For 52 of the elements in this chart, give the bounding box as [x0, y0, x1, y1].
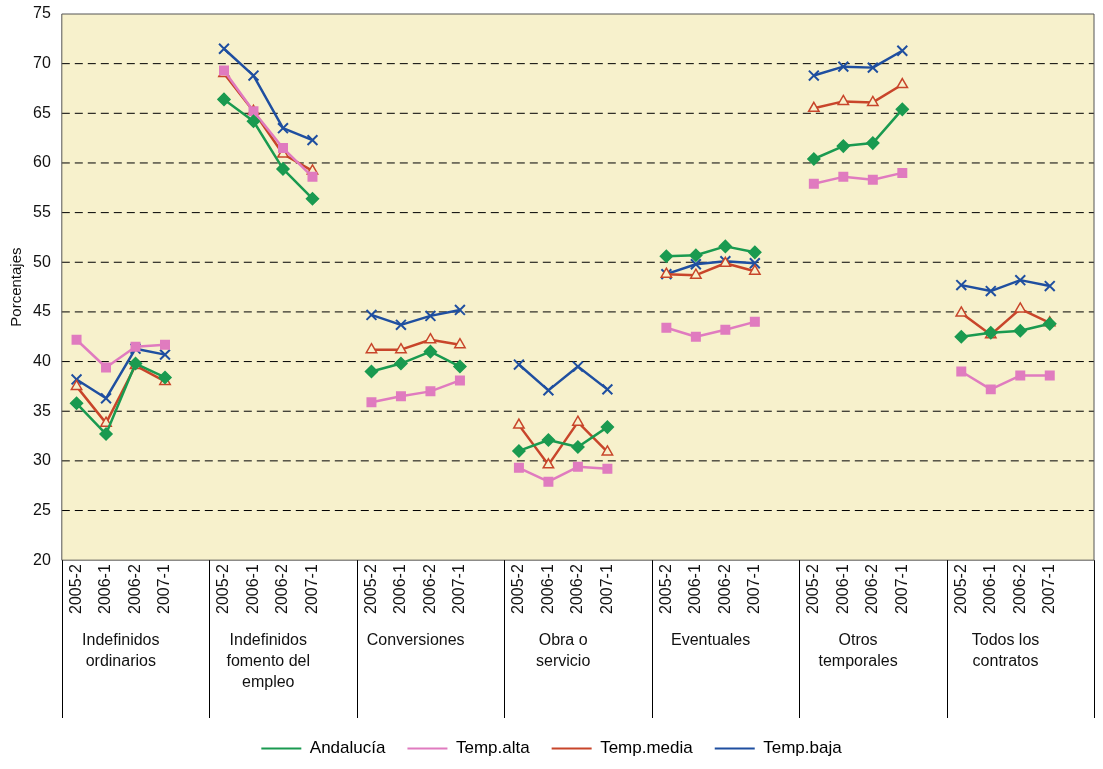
- y-tick-label: 45: [33, 302, 51, 320]
- y-tick-label: 30: [33, 451, 51, 469]
- x-tick-label: 2005-2: [656, 564, 674, 615]
- legend-label: Andalucía: [309, 738, 386, 758]
- legend-label: Temp.media: [600, 738, 694, 758]
- y-tick-label: 65: [33, 103, 51, 121]
- x-tick-label: 2005-2: [66, 564, 84, 615]
- text: Indefinidos ordinarios: [82, 630, 160, 669]
- text: Obra o servicio: [536, 630, 591, 669]
- x-tick-label: 2006-1: [686, 564, 704, 615]
- text: Todos los contratos: [971, 630, 1040, 669]
- x-tick-label: 2006-1: [538, 564, 556, 615]
- x-tick-label: 2007-1: [450, 564, 468, 615]
- y-tick-label: 20: [33, 550, 51, 568]
- x-tick-label: 2007-1: [155, 564, 173, 615]
- x-tick-label: 2006-2: [715, 564, 733, 615]
- y-tick-label: 40: [33, 351, 51, 369]
- x-tick-label: 2007-1: [745, 564, 763, 615]
- x-tick-label: 2006-2: [568, 564, 586, 615]
- text: Otros temporales: [818, 630, 898, 669]
- legend-label: Temp.alta: [455, 738, 531, 758]
- y-tick-label: 25: [33, 500, 51, 518]
- x-tick-label: 2006-2: [125, 564, 143, 615]
- x-tick-label: 2005-2: [361, 564, 379, 615]
- x-tick-label: 2005-2: [951, 564, 969, 615]
- x-tick-label: 2006-2: [1010, 564, 1028, 615]
- y-tick-label: 60: [33, 153, 51, 171]
- x-tick-label: 2005-2: [509, 564, 527, 615]
- text: Conversiones: [366, 630, 465, 648]
- x-tick-label: 2005-2: [214, 564, 232, 615]
- x-tick-label: 2006-2: [273, 564, 291, 615]
- text: Indefinidos fomento del empleo: [226, 630, 311, 690]
- x-tick-label: 2007-1: [302, 564, 320, 615]
- x-tick-label: 2006-1: [833, 564, 851, 615]
- x-tick-label: 2007-1: [892, 564, 910, 615]
- x-tick-label: 2006-1: [981, 564, 999, 615]
- legend-label: Temp.baja: [763, 738, 843, 758]
- x-tick-label: 2006-1: [391, 564, 409, 615]
- x-tick-label: 2006-1: [96, 564, 114, 615]
- x-tick-label: 2005-2: [804, 564, 822, 615]
- y-tick-label: 55: [33, 203, 51, 221]
- y-tick-label: 75: [33, 4, 51, 22]
- y-axis-title: Porcentajes: [7, 247, 25, 327]
- x-tick-label: 2006-2: [420, 564, 438, 615]
- y-tick-label: 35: [33, 401, 51, 419]
- x-tick-label: 2007-1: [1040, 564, 1058, 615]
- y-tick-label: 70: [33, 54, 51, 72]
- x-tick-label: 2006-2: [863, 564, 881, 615]
- x-tick-label: 2007-1: [597, 564, 615, 615]
- x-tick-label: 2006-1: [243, 564, 261, 615]
- text: Eventuales: [671, 630, 751, 648]
- y-tick-label: 50: [33, 252, 51, 270]
